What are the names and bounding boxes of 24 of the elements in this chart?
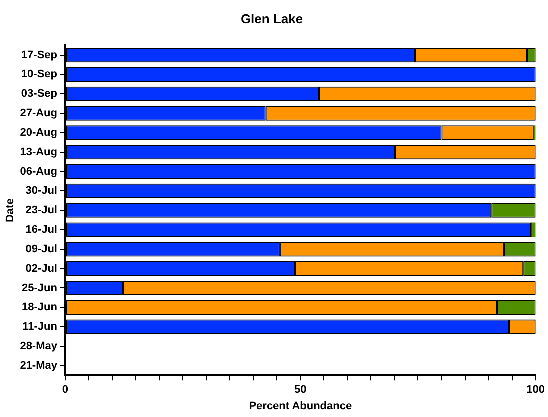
y-tick-label: 02-Jul <box>26 262 58 275</box>
y-axis-title: Date <box>4 198 17 223</box>
chart-title: Glen Lake <box>240 11 304 26</box>
x-axis-title: Percent Abundance <box>249 400 352 412</box>
y-tick-label: 28-May <box>20 340 58 353</box>
y-tick-label: 25-Jun <box>22 282 58 294</box>
x-tick-label: 0 <box>62 384 69 396</box>
y-tick-label: 30-Jul <box>26 185 58 198</box>
x-tick-label: 100 <box>526 384 546 396</box>
bar <box>532 222 536 238</box>
y-tick-label: 27-Aug <box>20 108 58 120</box>
y-tick-label: 13-Aug <box>20 146 58 158</box>
y-tick-label: 06-Aug <box>20 166 58 178</box>
y-tick-label: 03-Sep <box>21 88 58 100</box>
y-tick-label: 18-Jun <box>22 302 58 314</box>
y-tick-label: 21-May <box>20 360 58 372</box>
y-tick-label: 23-Jul <box>26 204 58 217</box>
y-tick-label: 09-Jul <box>26 243 58 256</box>
x-tick-label: 50 <box>294 384 307 396</box>
y-tick-label: 17-Sep <box>21 49 58 62</box>
y-tick-label: 20-Aug <box>20 126 58 139</box>
y-tick-label: 16-Jul <box>26 224 58 236</box>
y-tick-label: 10-Sep <box>21 68 58 81</box>
y-tick-label: 11-Jun <box>22 321 58 334</box>
